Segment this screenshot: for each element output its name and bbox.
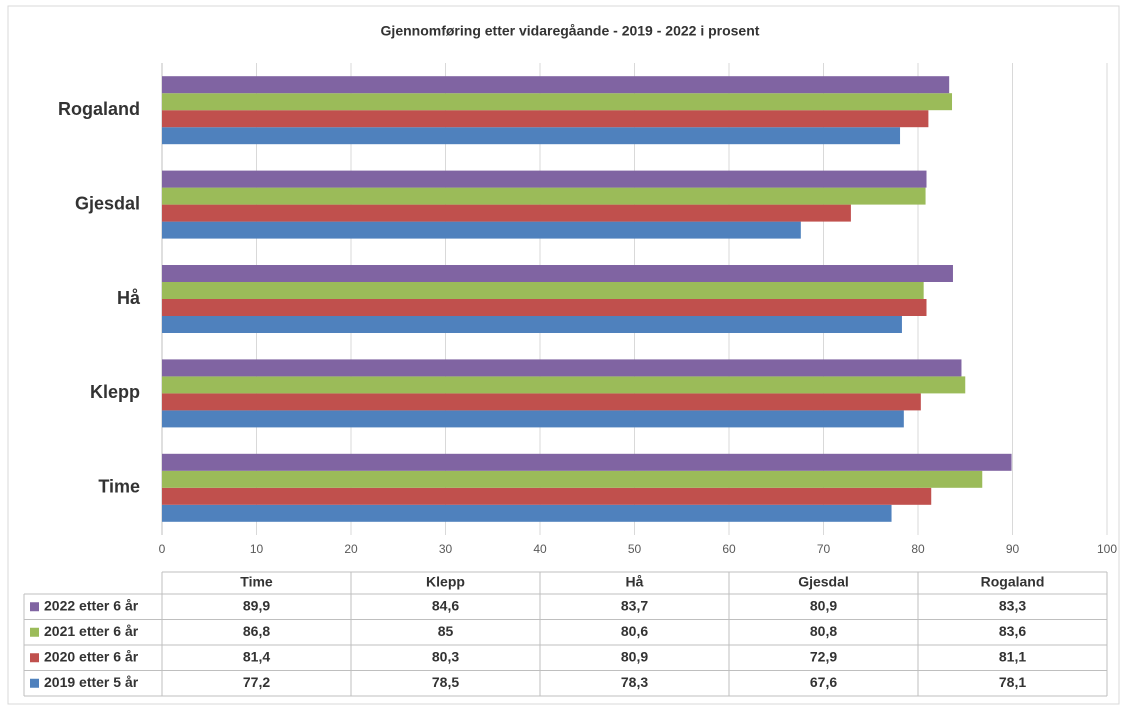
bar [162,221,801,239]
x-tick-label: 70 [817,542,831,556]
table-cell: 80,9 [621,648,648,664]
x-tick-label: 80 [911,542,925,556]
x-tick-label: 90 [1006,542,1020,556]
table-cell: 83,3 [999,597,1026,613]
table-cell: 77,2 [243,674,270,690]
bar [162,282,924,299]
bar [162,453,1012,471]
x-tick-label: 20 [344,542,358,556]
bar [162,316,902,333]
category-label: Klepp [90,382,140,402]
table-header: Time [240,574,273,590]
legend-swatch [30,627,39,637]
legend-swatch [30,678,39,688]
chart-title: Gjennomføring etter vidaregåande - 2019 … [381,23,760,39]
table-header: Klepp [426,574,465,590]
table-cell: 72,9 [810,648,837,664]
legend-label: 2022 etter 6 år [44,597,139,613]
bar [162,487,932,505]
table-cell: 78,5 [432,674,459,690]
legend-label: 2020 etter 6 år [44,648,139,664]
table-cell: 83,7 [621,597,648,613]
table-header: Gjesdal [798,574,849,590]
bar [162,299,927,316]
bar [162,393,921,411]
category-label: Gjesdal [75,193,140,213]
bar [162,470,983,488]
bar [162,110,929,128]
bar [162,376,966,394]
table-cell: 86,8 [243,623,270,639]
table-cell: 85 [438,623,454,639]
bar [162,170,927,188]
x-tick-label: 0 [159,542,166,556]
table-cell: 83,6 [999,623,1026,639]
bar [162,187,926,205]
x-tick-label: 10 [250,542,264,556]
table-cell: 78,3 [621,674,648,690]
x-tick-label: 60 [722,542,736,556]
table-cell: 81,4 [243,648,270,664]
legend-label: 2019 etter 5 år [44,674,139,690]
table-cell: 80,3 [432,648,459,664]
table-cell: 78,1 [999,674,1026,690]
bar [162,265,953,282]
bar [162,127,901,145]
x-tick-label: 50 [628,542,642,556]
x-tick-label: 40 [533,542,547,556]
legend-label: 2021 etter 6 år [44,623,139,639]
chart-border [7,5,1120,705]
table-cell: 80,6 [621,623,648,639]
bar [162,410,904,428]
table-cell: 81,1 [999,648,1026,664]
x-tick-label: 30 [439,542,453,556]
bar [162,93,953,111]
category-label: Hå [117,288,141,308]
table-header: Hå [626,574,644,590]
table-header: Rogaland [981,574,1045,590]
table-cell: 80,8 [810,623,837,639]
legend-swatch [30,602,39,612]
bar [162,204,851,222]
legend-swatch [30,653,39,663]
x-tick-label: 100 [1097,542,1117,556]
category-label: Rogaland [58,99,140,119]
category-label: Time [98,477,140,497]
bar [162,76,950,94]
table-cell: 89,9 [243,597,270,613]
bar [162,504,892,522]
table-cell: 84,6 [432,597,459,613]
bar [162,359,962,377]
table-cell: 67,6 [810,674,837,690]
table-cell: 80,9 [810,597,837,613]
